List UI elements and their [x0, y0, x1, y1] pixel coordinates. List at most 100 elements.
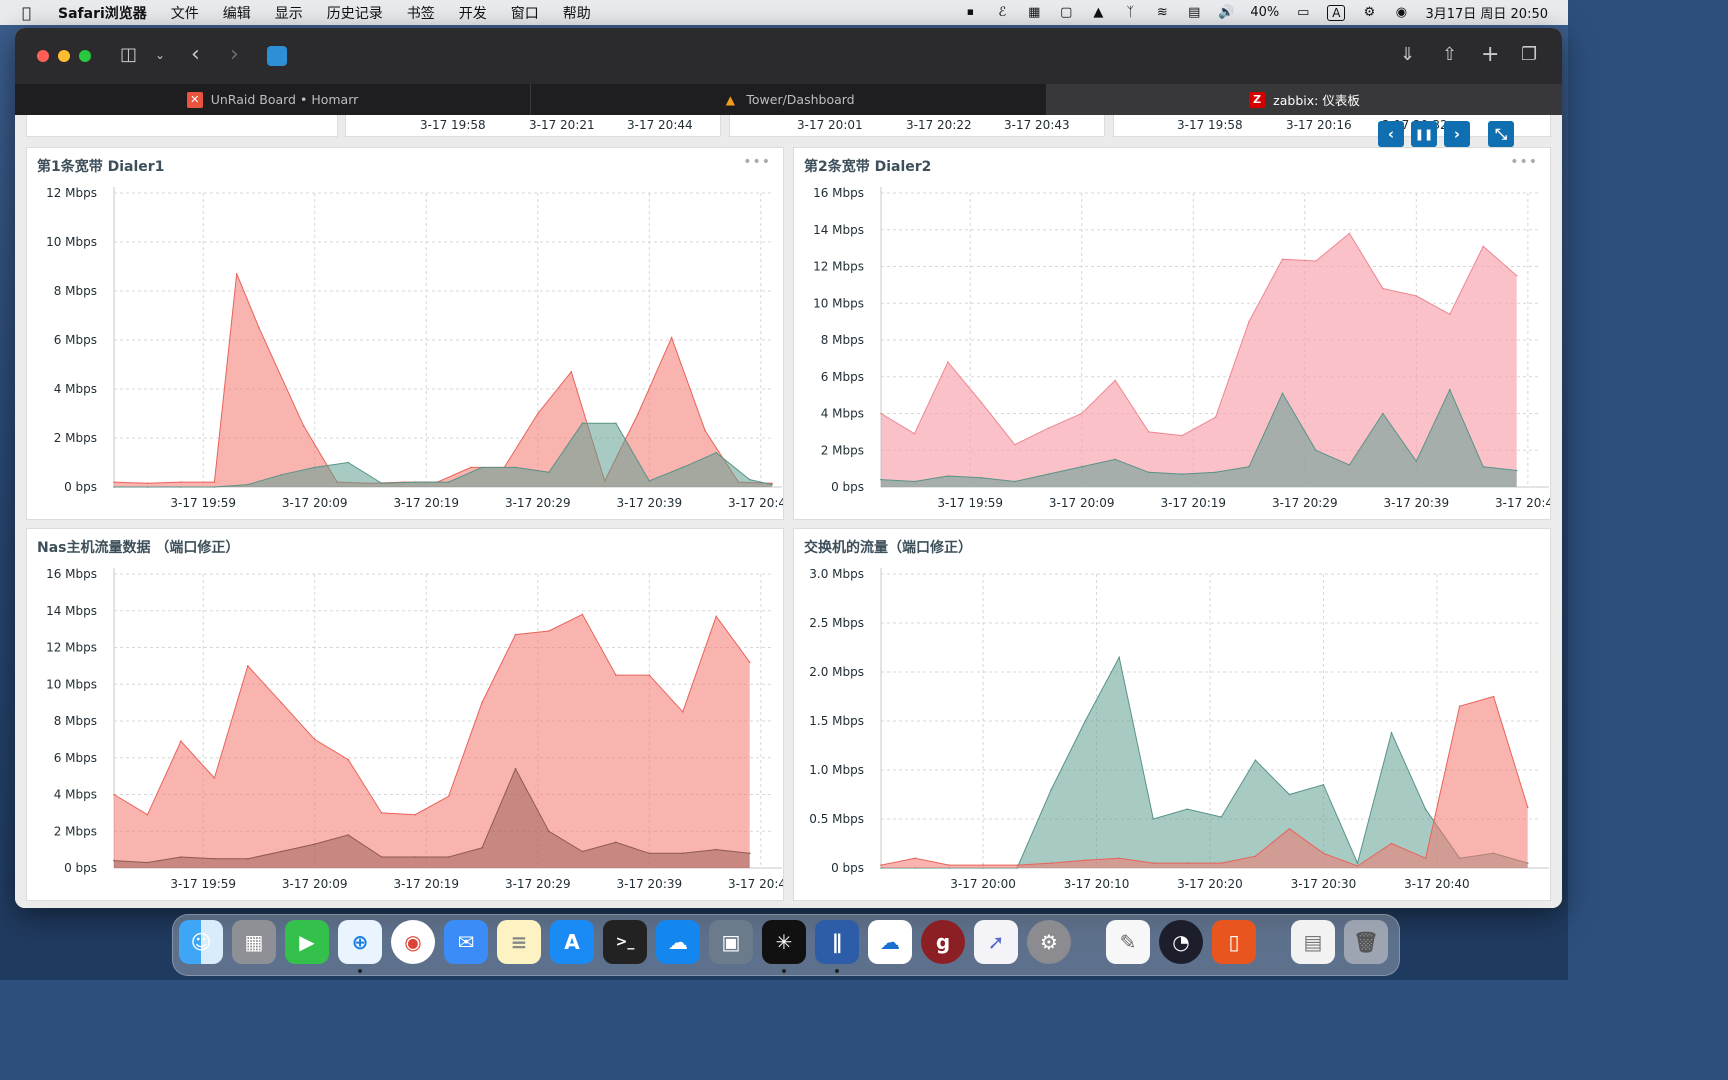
minimize-window-button[interactable]: [58, 50, 70, 62]
battery-icon[interactable]: ▭: [1297, 5, 1310, 20]
close-window-button[interactable]: [37, 50, 49, 62]
data-point: [1186, 862, 1189, 864]
data-point: [1047, 427, 1050, 430]
sidebar-toggle-icon[interactable]: ◫: [120, 44, 138, 65]
chrome-icon[interactable]: ◉: [391, 920, 435, 964]
mail-icon[interactable]: ✉: [444, 920, 488, 964]
zabbix-dashboard: 3-17 19:58 3-17 20:21 3-17 20:44 3-17 20…: [15, 115, 1562, 908]
launchpad-icon[interactable]: ▦: [232, 920, 276, 964]
stop-record-icon[interactable]: ⏹: [967, 5, 974, 20]
new-tab-icon[interactable]: +: [1481, 42, 1500, 67]
data-point: [670, 336, 673, 339]
widget-nas-traffic: Nas主机流量数据 （端口修正） 0 bps 2 Mbps 4 Mbps 6 Mbps…: [26, 528, 794, 901]
display-icon[interactable]: ▲: [1093, 5, 1104, 20]
menu-develop[interactable]: 开发: [458, 5, 487, 22]
textedit-icon[interactable]: ✎: [1106, 920, 1150, 964]
rocketsim-icon[interactable]: ➚: [974, 920, 1018, 964]
menubar-app-icon[interactable]: ▢: [1060, 5, 1073, 20]
widget-title: 第2条宽带 Dialer2: [804, 159, 932, 175]
chart-dialer2: 0 bps 2 Mbps 4 Mbps 6 Mbps 8 Mbps 10 Mbps 12 M…: [813, 186, 1561, 510]
menu-help[interactable]: 帮助: [562, 5, 591, 22]
y-tick-label: 6 Mbps: [54, 333, 97, 347]
menubar-clock[interactable]: 3月17日 周日 20:50: [1425, 7, 1548, 22]
cloud-sync-icon[interactable]: ☁: [656, 920, 700, 964]
data-point: [947, 361, 949, 363]
widget-menu-icon[interactable]: •••: [1510, 154, 1538, 170]
finder-icon[interactable]: ☺: [179, 920, 223, 964]
volume-icon[interactable]: 🔊: [1218, 5, 1235, 20]
dock: ☺ ▦ ▶ ⊕ ◉ ✉ ≡ A >_ ☁ ▣ ✳ ∥ ☁ g ➚ ⚙ ✎ ◔ ▯…: [172, 914, 1400, 976]
running-indicator: [782, 969, 786, 973]
data-point: [247, 665, 249, 667]
office-icon[interactable]: ▯: [1212, 920, 1256, 964]
data-point: [1181, 434, 1183, 437]
data-point: [1390, 732, 1393, 734]
bluetooth-icon[interactable]: ᛉ: [1126, 5, 1135, 20]
menu-view[interactable]: 显示: [274, 5, 303, 22]
share-icon[interactable]: ⇧: [1442, 44, 1458, 65]
control-center-icon[interactable]: ⚙: [1363, 5, 1376, 20]
exit-fullscreen-button[interactable]: ⤡: [1488, 121, 1514, 147]
terminal-icon[interactable]: >_: [603, 920, 647, 964]
speedtest-icon[interactable]: ◔: [1159, 920, 1203, 964]
safari-icon[interactable]: ⊕: [338, 920, 382, 964]
data-point: [447, 481, 450, 483]
surge-icon[interactable]: g: [921, 920, 965, 964]
data-point: [704, 429, 706, 432]
data-point: [247, 858, 249, 860]
data-point: [1288, 828, 1291, 830]
menu-history[interactable]: 历史记录: [326, 5, 383, 22]
back-icon[interactable]: ‹: [191, 42, 200, 67]
y-tick-label: 2.5 Mbps: [809, 616, 864, 630]
wifi-icon[interactable]: ≋: [1156, 5, 1168, 20]
tab-homarr[interactable]: ✕ UnRaid Board • Homarr: [15, 84, 531, 115]
memory-icon[interactable]: ▤: [1188, 5, 1201, 20]
menu-app-name[interactable]: Safari浏览器: [58, 5, 147, 22]
app-store-icon[interactable]: A: [550, 920, 594, 964]
window-manager-icon[interactable]: ▦: [1028, 5, 1041, 20]
script-icon[interactable]: ℰ: [998, 5, 1007, 20]
tab-zabbix[interactable]: Z zabbix: 仪表板: [1047, 84, 1562, 115]
data-point: [880, 864, 882, 866]
facetime-icon[interactable]: ▶: [285, 920, 329, 964]
downloads-icon[interactable]: ⇓: [1400, 44, 1416, 65]
y-tick-label: 4 Mbps: [54, 382, 97, 396]
chatgpt-icon[interactable]: ✳: [762, 920, 806, 964]
notes-icon[interactable]: ≡: [497, 920, 541, 964]
system-settings-icon[interactable]: ⚙: [1027, 920, 1071, 964]
cloud-storage-icon[interactable]: ☁: [868, 920, 912, 964]
menu-edit[interactable]: 编辑: [222, 5, 251, 22]
data-point: [682, 711, 684, 713]
apple-menu-icon[interactable]: : [22, 4, 40, 22]
trash-icon[interactable]: 🗑: [1344, 920, 1388, 964]
remote-desktop-icon[interactable]: ▣: [709, 920, 753, 964]
input-method-icon[interactable]: A: [1327, 4, 1346, 21]
extension-icon[interactable]: [267, 46, 287, 66]
data-point: [1248, 466, 1250, 468]
chevron-down-icon[interactable]: ⌄: [155, 48, 166, 62]
running-indicator: [835, 969, 839, 973]
data-point: [180, 486, 182, 488]
y-tick-label: 8 Mbps: [54, 284, 97, 298]
menu-file[interactable]: 文件: [170, 5, 199, 22]
siri-icon[interactable]: ◉: [1395, 5, 1408, 20]
next-page-button[interactable]: ›: [1444, 121, 1470, 147]
documents-icon[interactable]: ▤: [1291, 920, 1335, 964]
data-point: [980, 401, 983, 404]
data-point: [447, 795, 450, 798]
previous-page-button[interactable]: ‹: [1378, 121, 1404, 147]
data-point: [1248, 320, 1250, 323]
data-point: [113, 486, 115, 488]
zoom-window-button[interactable]: [79, 50, 91, 62]
tab-overview-icon[interactable]: ❐: [1521, 44, 1538, 65]
tab-tower-dashboard[interactable]: ▲ Tower/Dashboard: [531, 84, 1047, 115]
data-point: [347, 758, 350, 761]
parallels-icon[interactable]: ∥: [815, 920, 859, 964]
widget-menu-icon[interactable]: •••: [743, 154, 771, 170]
pause-slideshow-button[interactable]: ❚❚: [1411, 121, 1437, 147]
menu-bookmarks[interactable]: 书签: [406, 5, 435, 22]
forward-icon[interactable]: ›: [230, 42, 239, 67]
menu-window[interactable]: 窗口: [510, 5, 539, 22]
data-point: [914, 857, 916, 859]
data-point: [1220, 862, 1223, 864]
